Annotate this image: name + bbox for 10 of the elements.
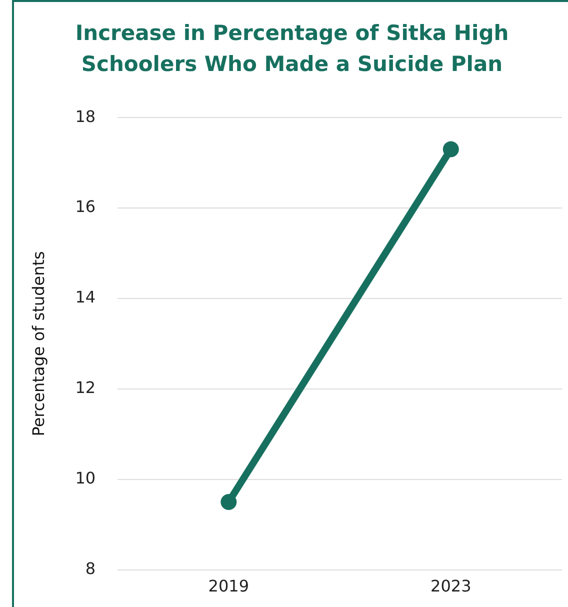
y-tick-label: 10: [75, 468, 96, 488]
y-tick-label: 14: [75, 288, 96, 307]
y-tick-label: 16: [75, 197, 96, 216]
y-tick-label: 18: [75, 106, 96, 126]
y-axis-title: Percentage of students: [28, 251, 48, 436]
chart-title: Increase in Percentage of Sitka High Schoolers Who Made a Suicide Plan: [74, 20, 510, 78]
x-tick-label: 2019: [208, 576, 250, 596]
x-tick-label: 2023: [430, 576, 472, 596]
y-tick-label: 12: [75, 378, 96, 398]
y-tick-label: 8: [85, 558, 96, 578]
